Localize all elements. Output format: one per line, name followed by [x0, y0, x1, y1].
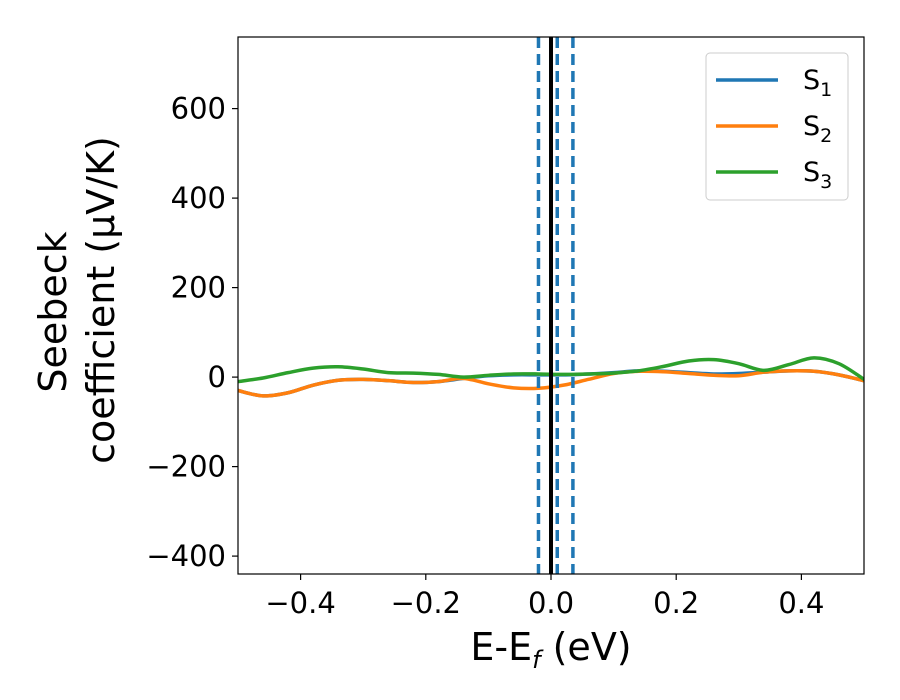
x-tick-label: 0.2 — [653, 586, 699, 620]
y-tick-label: −400 — [146, 539, 226, 573]
y-axis-label-line1: Seebeck — [31, 231, 75, 392]
x-tick-label: 0.0 — [528, 586, 574, 620]
y-tick-label: 400 — [171, 181, 226, 215]
vline-layer — [536, 37, 575, 574]
y-tick-label: 600 — [171, 92, 226, 126]
x-tick-label: −0.4 — [265, 586, 335, 620]
legend-label-s2: S2 — [803, 111, 832, 147]
x-tick-label: −0.2 — [391, 586, 461, 620]
y-tick-label: 0 — [208, 360, 226, 394]
y-axis-label-line2: coefficient (μV/K) — [79, 136, 123, 464]
y-tick-label: −200 — [146, 450, 226, 484]
legend-label-s1: S1 — [803, 65, 832, 101]
y-tick-label: 200 — [171, 271, 226, 305]
x-tick-label: 0.4 — [778, 586, 824, 620]
legend: S1 S2 S3 — [705, 52, 849, 201]
legend-label-s3: S3 — [803, 157, 832, 193]
x-axis-label: E-Ef (eV) — [470, 625, 631, 674]
x-axis: −0.4 −0.2 0.0 0.2 0.4 — [265, 574, 824, 620]
y-axis-label: Seebeck coefficient (μV/K) — [31, 136, 123, 464]
y-axis: −400 −200 0 200 400 600 — [146, 92, 238, 573]
